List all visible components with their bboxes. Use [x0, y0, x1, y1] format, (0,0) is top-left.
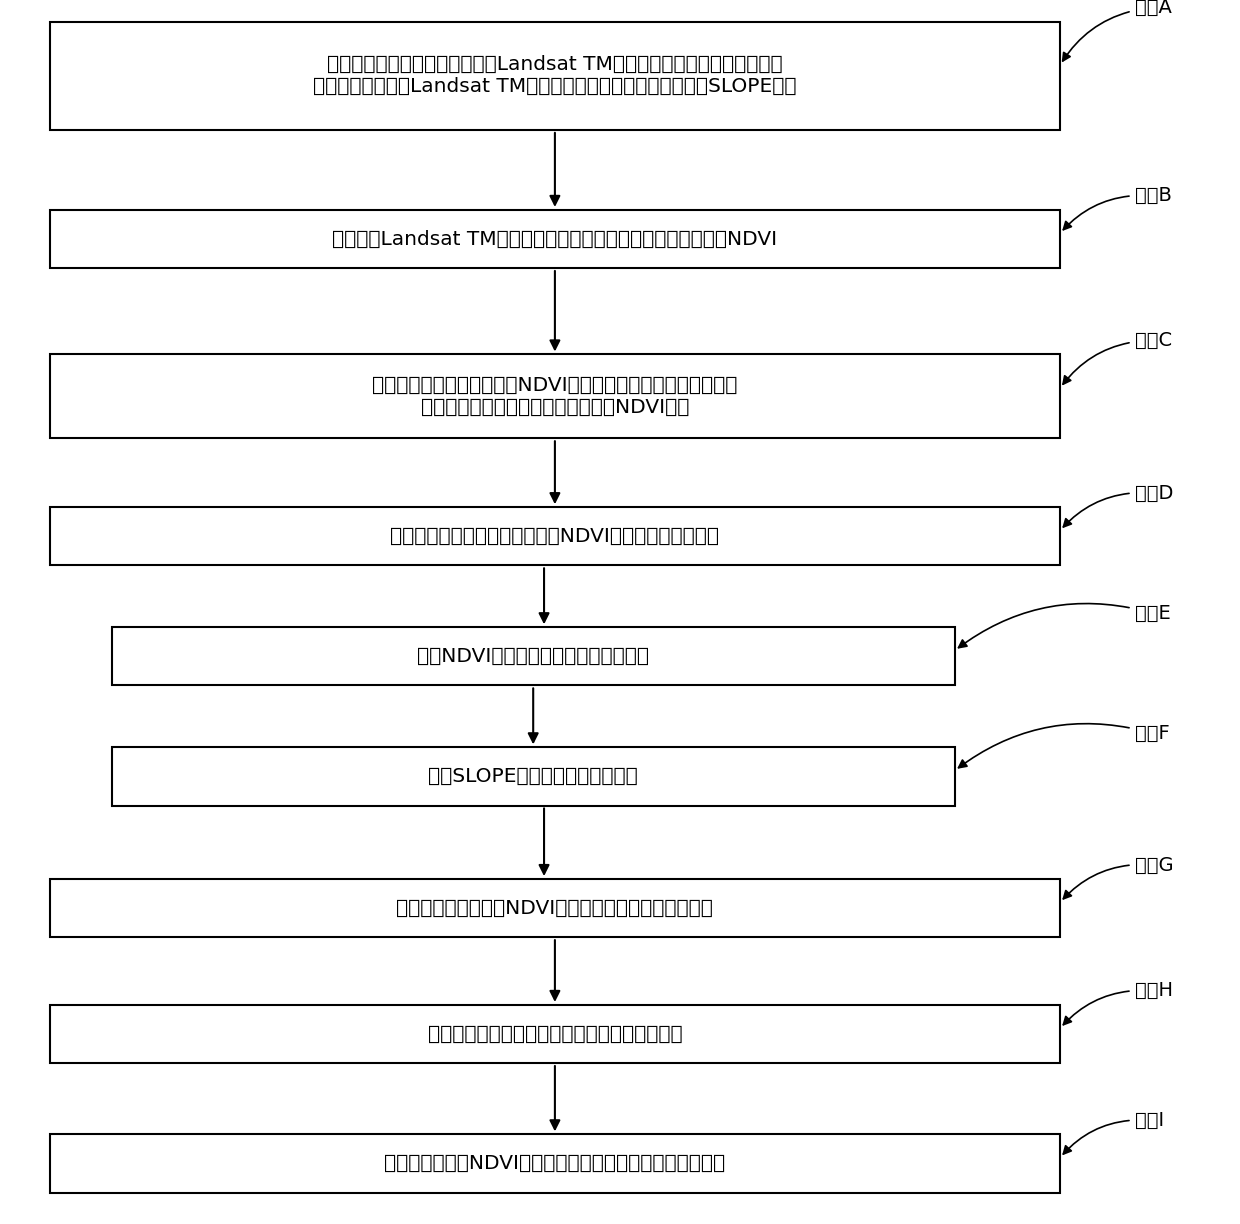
Text: 利用NDVI数据进行植被灌溉区信息提取: 利用NDVI数据进行植被灌溉区信息提取 — [417, 646, 650, 666]
Bar — [50, 1005, 1060, 1064]
Text: 步骤B: 步骤B — [1064, 186, 1172, 230]
Text: 步骤I: 步骤I — [1063, 1110, 1163, 1154]
Text: 步骤F: 步骤F — [959, 723, 1169, 767]
Bar — [50, 355, 1060, 438]
Text: 步骤A: 步骤A — [1063, 0, 1172, 61]
Bar — [50, 507, 1060, 565]
Text: 根据分类特征和分类特征确定该地区的耕作状态: 根据分类特征和分类特征确定该地区的耕作状态 — [428, 1024, 682, 1044]
Text: 利用多尺度分割后的NDVI数据建立分类特征和分类特征: 利用多尺度分割后的NDVI数据建立分类特征和分类特征 — [397, 898, 713, 918]
Bar — [112, 747, 955, 805]
Bar — [50, 22, 1060, 130]
Text: 利用面向对象的图像分类方法对NDVI数据进行多尺度分割: 利用面向对象的图像分类方法对NDVI数据进行多尺度分割 — [391, 526, 719, 546]
Bar — [50, 1135, 1060, 1192]
Text: 输入同一地区预设时间段的时序Landsat TM遥感影像，其中，预设时间段内
包括有若干景时序Landsat TM遥感影像数据；输入该地区的坡度SLOPE数据: 输入同一地区预设时间段的时序Landsat TM遥感影像，其中，预设时间段内 包… — [314, 55, 796, 97]
Text: 步骤G: 步骤G — [1064, 856, 1173, 898]
Text: 步骤D: 步骤D — [1064, 483, 1173, 528]
Text: 步骤C: 步骤C — [1063, 330, 1172, 384]
Text: 通过时序Landsat TM数据计算该地区的归一化差分植被指数数据NDVI: 通过时序Landsat TM数据计算该地区的归一化差分植被指数数据NDVI — [332, 229, 777, 248]
Text: 将归一化差分植被指数数据NDVI进行时序排序，依照时间先后顺
序对其进行依次命名，并将其合并为NDVI数据: 将归一化差分植被指数数据NDVI进行时序排序，依照时间先后顺 序对其进行依次命名… — [372, 376, 738, 417]
Text: 步骤E: 步骤E — [959, 603, 1171, 647]
Bar — [50, 879, 1060, 938]
Text: 根据作物物候中NDVI低值期的分布特点来进行作物种类判断: 根据作物物候中NDVI低值期的分布特点来进行作物种类判断 — [384, 1154, 725, 1173]
Bar — [50, 209, 1060, 268]
Bar — [112, 627, 955, 685]
Text: 利用SLOPE数据进行林地信息提取: 利用SLOPE数据进行林地信息提取 — [428, 767, 639, 786]
Text: 步骤H: 步骤H — [1064, 982, 1173, 1024]
